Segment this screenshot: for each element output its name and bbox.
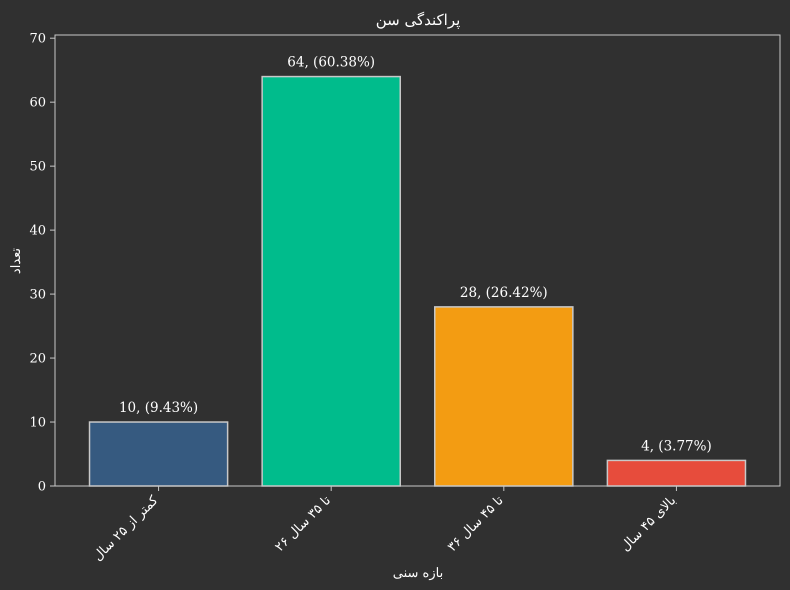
y-tick-label: 10: [29, 416, 46, 431]
y-tick-label: 60: [29, 96, 46, 111]
y-tick-label: 70: [29, 32, 46, 47]
bar-value-label: 10, (9.43%): [119, 400, 198, 416]
bar-value-label: 4, (3.77%): [641, 438, 712, 454]
chart-title: پراکندگی سن: [376, 11, 461, 29]
x-axis-label: بازه سنی: [393, 566, 443, 581]
x-tick-label: بالای ۴۵ سال: [618, 493, 679, 554]
plot-frame: [54, 34, 781, 487]
y-tick-label: 20: [29, 352, 46, 367]
y-tick-label: 0: [38, 480, 46, 495]
x-tick-label: ۲۶ تا ۳۵ سال: [272, 493, 334, 555]
y-ticks-group: 0 10 20 30 40 50 60 70: [29, 32, 55, 495]
x-tick-label: کمتر از ۲۵ سال: [90, 493, 162, 565]
bar-1: [88, 421, 229, 487]
bar-value-label: 64, (60.38%): [287, 55, 375, 71]
y-tick-label: 30: [29, 288, 46, 303]
bar-value-label: 28, (26.42%): [460, 285, 548, 301]
bar-2: [261, 75, 401, 487]
x-ticks-group: کمتر از ۲۵ سال ۲۶ تا ۳۵ سال ۳۶ تا ۴۵ سال با…: [90, 486, 679, 564]
bars-group: 10, (9.43%) 64, (60.38%) 28, (26.42%) 4, (3…: [88, 55, 747, 487]
y-tick-label: 40: [29, 224, 46, 239]
bar-3: [434, 306, 574, 487]
bar-4: [606, 459, 747, 487]
y-axis-label: تعداد: [9, 248, 24, 274]
y-tick-label: 50: [29, 160, 46, 175]
x-tick-label: ۳۶ تا ۴۵ سال: [445, 493, 507, 555]
